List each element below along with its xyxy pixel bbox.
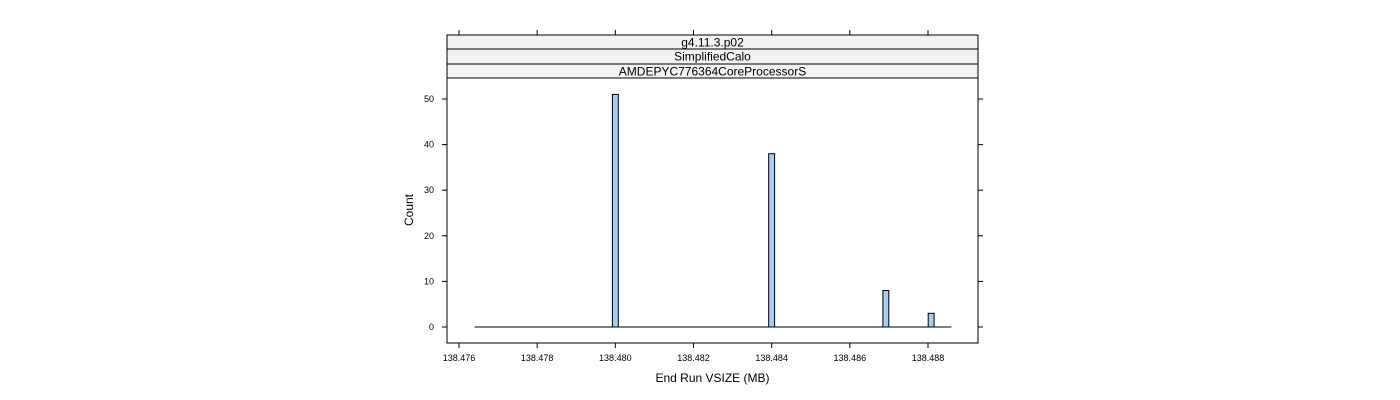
panel-strips: g4.11.3.p02 SimplifiedCalo AMDEPYC776364… [446,34,979,79]
y-tick-label-5: 50 [424,94,434,104]
bar-2 [768,153,776,328]
bar-3 [927,312,935,328]
y-tick-label-0: 0 [429,322,434,332]
y-axis-title: Count [402,193,416,226]
y-tick-label-3: 30 [424,185,434,195]
y-tick-label-2: 20 [424,231,434,241]
x-axis-title: End Run VSIZE (MB) [655,371,769,385]
strip-2-label: SimplifiedCalo [674,50,751,64]
y-tick-label-4: 40 [424,140,434,150]
x-tick-label-0: 138.476 [443,353,476,363]
x-tick-label-1: 138.478 [521,353,554,363]
x-tick-label-4: 138.484 [755,353,788,363]
bars [611,93,935,328]
bar-1 [611,93,619,328]
x-tick-label-6: 138.488 [912,353,945,363]
strip-1-label: g4.11.3.p02 [681,36,744,50]
x-tick-label-2: 138.480 [599,353,632,363]
x-tick-label-5: 138.486 [834,353,867,363]
bar-0 [882,290,890,328]
panel-frame [446,77,979,344]
y-axis: 0 10 20 30 40 50 [424,94,983,332]
strip-3-label: AMDEPYC776364CoreProcessorS [619,65,806,79]
x-tick-label-3: 138.482 [677,353,710,363]
y-tick-label-1: 10 [424,276,434,286]
x-axis: 138.476 138.478 138.480 138.482 138.484 138.4… [443,30,945,363]
